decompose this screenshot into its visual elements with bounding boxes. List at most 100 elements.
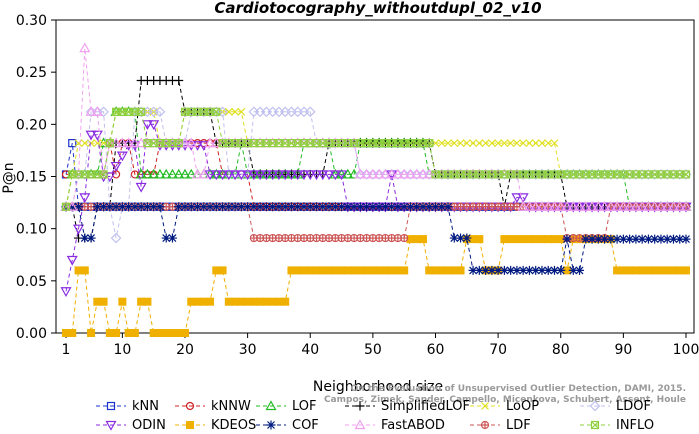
data-point bbox=[411, 168, 423, 179]
series-line bbox=[66, 206, 686, 271]
data-point bbox=[224, 107, 233, 116]
data-point bbox=[86, 233, 96, 243]
data-point bbox=[185, 168, 197, 179]
data-point bbox=[336, 170, 348, 181]
data-point bbox=[425, 139, 434, 148]
data-point bbox=[549, 265, 559, 275]
data-point bbox=[590, 420, 600, 430]
data-point bbox=[231, 107, 240, 116]
data-point bbox=[611, 201, 623, 211]
data-point bbox=[437, 139, 446, 148]
data-point bbox=[116, 137, 128, 148]
data-point bbox=[293, 202, 303, 212]
data-point bbox=[680, 201, 692, 211]
data-point bbox=[667, 201, 680, 211]
x-tick-label: 40 bbox=[301, 342, 319, 358]
data-point bbox=[418, 202, 428, 212]
data-point bbox=[443, 202, 453, 212]
data-point bbox=[506, 139, 515, 148]
x-tick-label: 10 bbox=[113, 342, 131, 358]
data-point bbox=[248, 170, 260, 181]
data-point bbox=[474, 265, 484, 275]
data-point bbox=[556, 265, 566, 275]
data-point bbox=[87, 329, 96, 337]
legend-item-inflo: INFLO bbox=[580, 418, 654, 433]
data-point bbox=[141, 168, 153, 179]
data-point bbox=[538, 139, 546, 148]
data-point bbox=[123, 137, 135, 148]
data-point bbox=[642, 201, 654, 211]
legend-label: LOF bbox=[292, 399, 317, 414]
data-point bbox=[80, 139, 89, 148]
data-point bbox=[92, 202, 102, 212]
data-point bbox=[304, 106, 316, 118]
data-point bbox=[487, 139, 496, 148]
data-point bbox=[267, 170, 279, 181]
data-point bbox=[354, 419, 366, 430]
data-point bbox=[261, 202, 271, 212]
data-point bbox=[160, 168, 172, 179]
x-tick-label: 20 bbox=[176, 342, 194, 358]
data-point bbox=[555, 201, 567, 211]
data-point bbox=[624, 201, 636, 211]
data-point bbox=[148, 120, 160, 131]
data-point bbox=[417, 168, 429, 179]
data-point bbox=[110, 232, 122, 244]
series-inflo bbox=[61, 107, 691, 211]
data-point bbox=[512, 139, 521, 148]
data-point bbox=[330, 202, 340, 212]
data-point bbox=[531, 139, 540, 148]
data-point bbox=[99, 202, 109, 212]
data-point bbox=[568, 265, 578, 275]
data-point bbox=[531, 265, 541, 275]
data-point bbox=[368, 202, 378, 212]
data-point bbox=[174, 76, 184, 86]
x-tick-label: 90 bbox=[614, 342, 632, 358]
legend-label: kNNW bbox=[211, 399, 251, 414]
data-point bbox=[493, 265, 503, 275]
data-point bbox=[362, 202, 372, 212]
data-point bbox=[499, 265, 509, 275]
data-point bbox=[530, 201, 542, 211]
data-point bbox=[137, 107, 146, 116]
data-point bbox=[205, 202, 215, 212]
data-point bbox=[681, 170, 691, 179]
data-point bbox=[437, 202, 447, 212]
data-point bbox=[229, 170, 241, 181]
data-point bbox=[179, 168, 191, 179]
data-point bbox=[329, 170, 341, 181]
legend-item-ldof: LDOF bbox=[580, 399, 651, 414]
data-point bbox=[398, 168, 410, 179]
data-point bbox=[668, 234, 678, 244]
data-point bbox=[424, 202, 434, 212]
series-simplifiedlof bbox=[61, 76, 691, 243]
data-point bbox=[524, 265, 534, 275]
data-point bbox=[380, 202, 390, 212]
data-point bbox=[74, 202, 84, 212]
data-point bbox=[130, 329, 139, 337]
data-point bbox=[298, 170, 310, 181]
legend-label: LoOP bbox=[506, 399, 539, 414]
legend-item-lof: LOF bbox=[256, 399, 317, 414]
data-point bbox=[143, 297, 152, 306]
data-point bbox=[574, 201, 586, 211]
data-point bbox=[631, 234, 641, 244]
x-tick-label: 80 bbox=[552, 342, 570, 358]
data-point bbox=[218, 202, 228, 212]
data-point bbox=[605, 201, 617, 211]
data-point bbox=[494, 139, 503, 148]
data-point bbox=[268, 202, 278, 212]
y-tick-label: 0.20 bbox=[16, 117, 47, 133]
data-point bbox=[243, 202, 253, 212]
legend-item-fastabod: FastABOD bbox=[345, 418, 445, 433]
data-point bbox=[630, 201, 642, 211]
data-point bbox=[204, 170, 216, 181]
legend: kNN kNNW LOF SimplifiedLOF LoOP LDOF ODIN KDEOS… bbox=[96, 399, 654, 433]
chart-title: Cardiotocography_withoutdupl_02_v10 bbox=[214, 0, 541, 17]
data-point bbox=[129, 137, 141, 148]
data-point bbox=[562, 234, 572, 244]
data-point bbox=[587, 234, 597, 244]
data-point bbox=[537, 265, 547, 275]
data-point bbox=[481, 265, 491, 275]
